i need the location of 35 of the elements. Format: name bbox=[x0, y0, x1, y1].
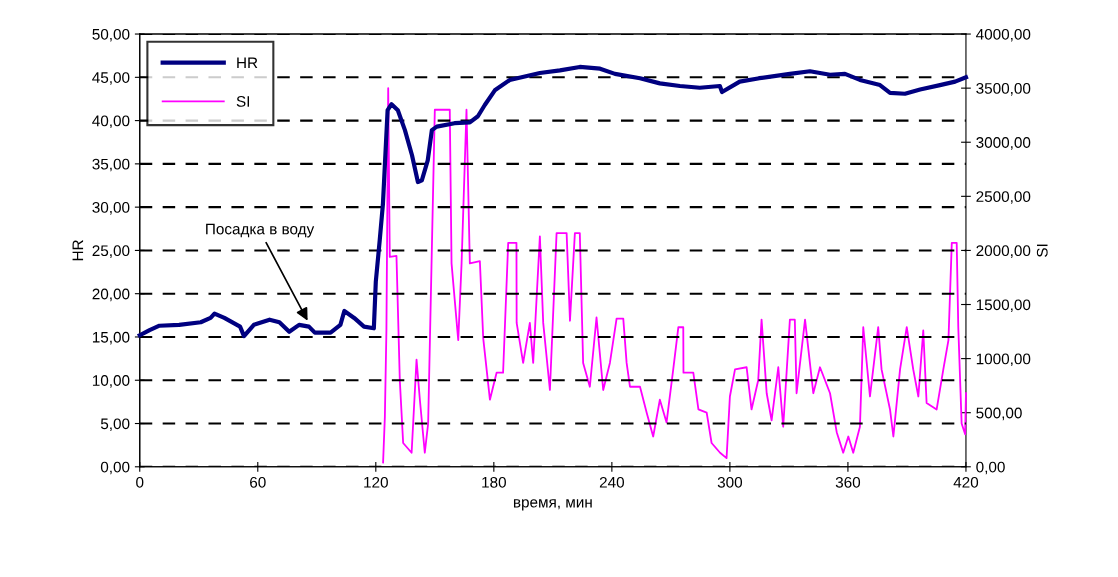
y2-tick-label: 4000,00 bbox=[976, 28, 1031, 42]
y2-tick-label: 1500,00 bbox=[976, 299, 1031, 312]
x-tick-label: 360 bbox=[835, 476, 861, 488]
y2-axis-title: SI bbox=[1036, 244, 1048, 257]
x-tick-label: 60 bbox=[250, 476, 266, 488]
x-tick-label: 0 bbox=[136, 476, 144, 488]
y-tick-label: 5,00 bbox=[100, 418, 130, 432]
y2-tick-label: 2500,00 bbox=[976, 191, 1031, 204]
legend-label: HR bbox=[237, 57, 258, 69]
y-tick-label: 45,00 bbox=[92, 72, 130, 85]
x-tick-label: 120 bbox=[364, 476, 388, 488]
y-tick-label: 15,00 bbox=[92, 331, 130, 345]
y-tick-label: 35,00 bbox=[92, 158, 130, 172]
y-tick-label: 50,00 bbox=[92, 28, 130, 42]
x-tick-label: 420 bbox=[953, 476, 979, 488]
x-tick-label: 240 bbox=[599, 476, 625, 488]
y-tick-label: 30,00 bbox=[92, 202, 130, 215]
y2-tick-label: 2000,00 bbox=[976, 245, 1031, 258]
y2-tick-label: 3000,00 bbox=[976, 137, 1031, 150]
x-axis-title: время, мин bbox=[513, 499, 592, 511]
y2-tick-label: 500,00 bbox=[976, 407, 1022, 421]
y2-tick-label: 1000,00 bbox=[976, 353, 1031, 367]
x-tick-label: 300 bbox=[717, 476, 743, 488]
y2-tick-label: 3500,00 bbox=[976, 83, 1031, 96]
y-axis-title: HR bbox=[72, 240, 84, 261]
y-tick-label: 40,00 bbox=[92, 115, 130, 129]
y-tick-label: 10,00 bbox=[92, 375, 130, 388]
legend-label: SI bbox=[236, 96, 250, 107]
y2-tick-label: 0,00 bbox=[976, 461, 1005, 475]
line-series bbox=[382, 87, 967, 464]
x-tick-label: 180 bbox=[482, 476, 506, 488]
annotation: Посадка в воду bbox=[206, 223, 315, 238]
y-tick-label: 20,00 bbox=[92, 288, 130, 302]
y-tick-label: 25,00 bbox=[92, 245, 130, 258]
y-tick-label: 0,00 bbox=[100, 461, 130, 475]
